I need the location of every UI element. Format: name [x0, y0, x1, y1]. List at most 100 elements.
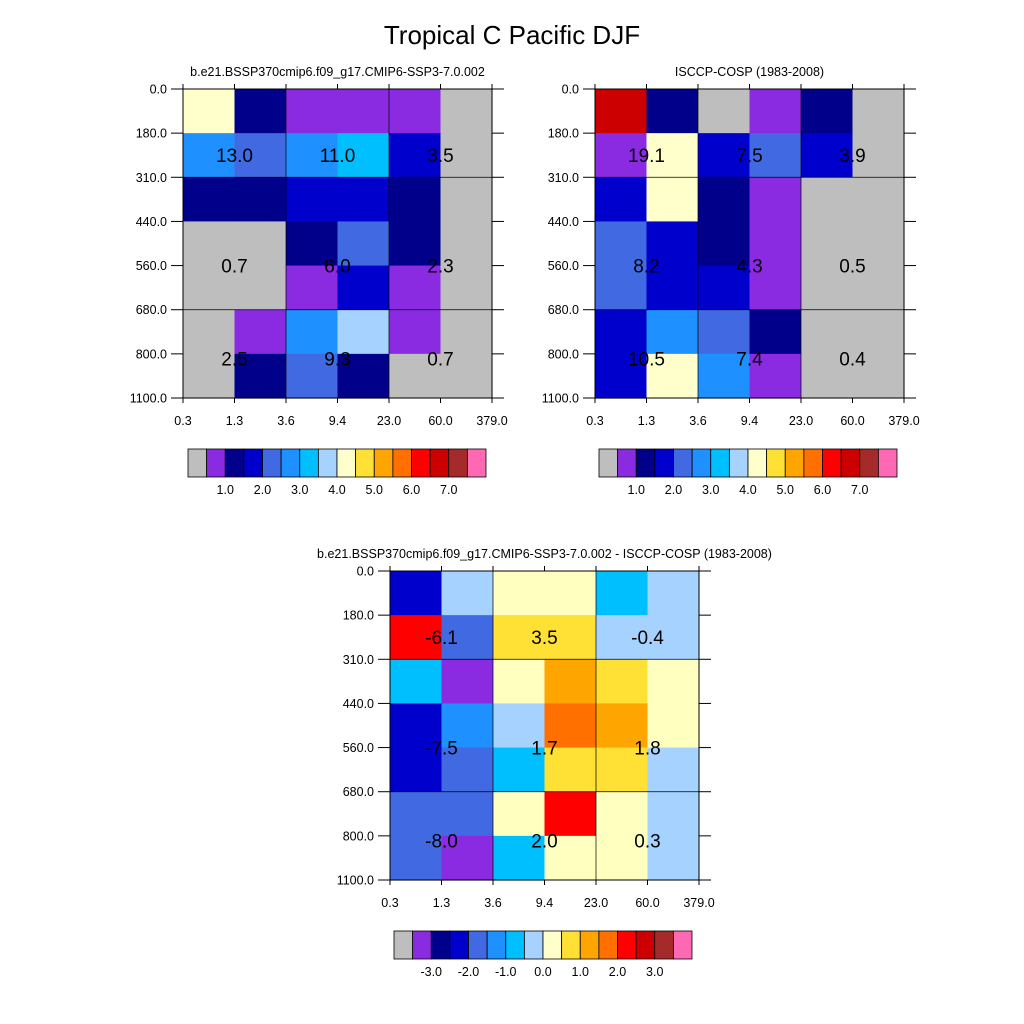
- heatmap-cell: [646, 89, 699, 134]
- heatmap-cell: [852, 353, 905, 399]
- heatmap-cell: [749, 309, 802, 355]
- data-label: 3.5: [427, 146, 453, 167]
- colorbar-label: 3.0: [702, 483, 719, 497]
- colorbar-swatch: [617, 448, 637, 478]
- colorbar-swatch: [355, 448, 375, 478]
- x-tick-label: 3.6: [689, 414, 706, 428]
- heatmap-cell: [595, 89, 648, 134]
- heatmap-cell: [852, 133, 905, 178]
- y-tick-label: 180.0: [548, 127, 579, 141]
- y-tick-label: 440.0: [343, 697, 374, 711]
- heatmap-cell: [852, 221, 905, 267]
- heatmap-cell: [647, 703, 700, 749]
- colorbar-swatch: [466, 448, 487, 478]
- heatmap-cell: [646, 265, 699, 311]
- colorbar-label: 2.0: [665, 483, 682, 497]
- colorbar-swatch: [840, 448, 861, 478]
- heatmap-cell: [646, 309, 699, 355]
- x-tick-label: 60.0: [428, 414, 452, 428]
- data-label: 1.8: [634, 739, 660, 760]
- data-label: 10.5: [628, 349, 665, 370]
- heatmap-cell: [595, 353, 648, 399]
- heatmap-cell: [337, 221, 390, 267]
- heatmap-cell: [698, 221, 751, 267]
- colorbar-swatch: [579, 930, 600, 960]
- heatmap-cell: [390, 659, 443, 705]
- heatmap-cell: [389, 353, 442, 399]
- heatmap-cell: [596, 659, 649, 705]
- heatmap-cell: [596, 703, 649, 749]
- data-label: 8.2: [633, 257, 659, 278]
- data-label: -0.4: [631, 628, 664, 649]
- colorbar-label: -3.0: [420, 965, 442, 979]
- heatmap-cell: [852, 177, 905, 223]
- heatmap-cell: [390, 571, 443, 616]
- colorbar-label: -2.0: [458, 965, 480, 979]
- heatmap-cell: [234, 133, 287, 178]
- data-label: -6.1: [425, 628, 458, 649]
- heatmap-cell: [286, 265, 339, 311]
- colorbar-label: 5.0: [366, 483, 383, 497]
- colorbar-label: 1.0: [628, 483, 645, 497]
- colorbar-swatch: [430, 930, 451, 960]
- colorbar-label: 2.0: [609, 965, 626, 979]
- heatmap-cell: [389, 133, 442, 178]
- colorbar-label: 4.0: [739, 483, 756, 497]
- data-label: -7.5: [425, 739, 458, 760]
- y-tick-label: 560.0: [343, 741, 374, 755]
- y-tick-label: 800.0: [343, 829, 374, 843]
- heatmap-cell: [441, 791, 494, 837]
- heatmap-cell: [389, 265, 442, 311]
- heatmap-cell: [440, 89, 493, 134]
- heatmap-cell: [389, 177, 442, 223]
- plots: b.e21.BSSP370cmip6.f09_g17.CMIP6-SSP3-7.…: [130, 65, 920, 979]
- heatmap-cell: [596, 615, 649, 660]
- heatmap-cell: [183, 221, 236, 267]
- heatmap-cell: [234, 177, 287, 223]
- y-tick-label: 0.0: [562, 83, 579, 97]
- colorbar-label: 1.0: [572, 965, 589, 979]
- heatmap-cell: [698, 89, 751, 134]
- heatmap-cell: [183, 353, 236, 399]
- data-label: 3.9: [839, 146, 865, 167]
- heatmap-cell: [441, 615, 494, 660]
- heatmap-cell: [234, 265, 287, 311]
- y-tick-label: 800.0: [136, 347, 167, 361]
- heatmap-cell: [647, 791, 700, 837]
- colorbar-swatch: [803, 448, 823, 478]
- x-tick-label: 0.3: [174, 414, 191, 428]
- colorbar-swatch: [617, 930, 637, 960]
- figure-title: Tropical C Pacific DJF: [384, 20, 640, 50]
- y-tick-label: 560.0: [136, 259, 167, 273]
- panel-3: b.e21.BSSP370cmip6.f09_g17.CMIP6-SSP3-7.…: [317, 547, 772, 979]
- heatmap-cell: [390, 703, 443, 749]
- heatmap-cell: [544, 659, 597, 705]
- colorbar-swatch: [747, 448, 768, 478]
- colorbar-swatch: [429, 448, 450, 478]
- colorbar-label: 4.0: [328, 483, 345, 497]
- colorbar: 1.0 2.0 3.0 4.0 5.0 6.0 7.0: [187, 448, 487, 497]
- data-label: 6.0: [324, 257, 350, 278]
- heatmap-cell: [389, 309, 442, 355]
- colorbar-swatch: [411, 448, 431, 478]
- x-tick-label: 0.3: [586, 414, 603, 428]
- heatmap-cell: [698, 265, 751, 311]
- heatmap-cell: [337, 265, 390, 311]
- heatmap-cell: [698, 133, 751, 178]
- data-label: 0.7: [221, 257, 247, 278]
- heatmap-cell: [286, 133, 339, 178]
- colorbar-swatch: [672, 930, 693, 960]
- colorbar-swatch: [766, 448, 786, 478]
- x-tick-label: 379.0: [476, 414, 507, 428]
- colorbar-swatch: [336, 448, 357, 478]
- heatmap-cell: [390, 615, 443, 660]
- colorbar-swatch: [486, 930, 507, 960]
- heatmap-cell: [647, 835, 700, 881]
- heatmap-cell: [544, 571, 597, 616]
- heatmap-cell: [801, 309, 854, 355]
- y-tick-label: 680.0: [343, 785, 374, 799]
- colorbar-swatch: [635, 448, 656, 478]
- heatmap-cell: [286, 221, 339, 267]
- colorbar-label: 6.0: [403, 483, 420, 497]
